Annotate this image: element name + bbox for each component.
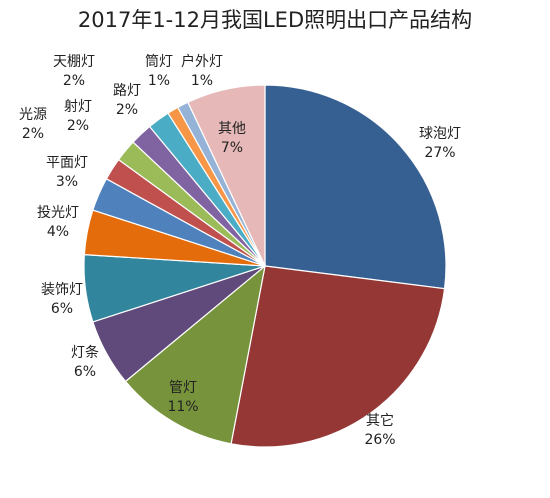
- slice-value-6: 4%: [47, 224, 69, 240]
- pie-slice-1: [264, 84, 447, 290]
- slice-value-12: 1%: [148, 73, 170, 89]
- slice-label-8: 射灯: [64, 99, 92, 115]
- slice-value-3: 11%: [167, 399, 198, 415]
- slice-label-13: 户外灯: [181, 53, 223, 70]
- pie-slices: [83, 84, 447, 448]
- slice-value-9: 2%: [22, 126, 44, 142]
- slice-value-11: 2%: [116, 102, 138, 118]
- slice-label-10: 天棚灯: [53, 54, 95, 70]
- slice-value-13: 1%: [191, 73, 213, 89]
- slice-label-14: 其他: [218, 121, 246, 137]
- pie-labels: 球泡灯 27% 其它 26% 管灯 11% 灯条 6% 装饰灯 6% 投光灯 4% 平面灯 3% 射灯 2% 光…: [19, 53, 461, 448]
- slice-label-7: 平面灯: [46, 155, 88, 171]
- slice-label-12: 筒灯: [145, 53, 173, 70]
- slice-label-3: 管灯: [169, 380, 197, 396]
- slice-label-5: 装饰灯: [41, 282, 83, 298]
- slice-label-4: 灯条: [71, 344, 99, 361]
- slice-label-11: 路灯: [113, 83, 141, 99]
- slice-value-2: 26%: [364, 432, 395, 448]
- slice-value-8: 2%: [67, 118, 89, 134]
- pie-slice-3: [124, 264, 266, 445]
- slice-value-5: 6%: [51, 301, 73, 317]
- slice-label-6: 投光灯: [37, 205, 79, 221]
- slice-value-14: 7%: [221, 140, 243, 156]
- slice-label-1: 球泡灯: [419, 126, 461, 142]
- pie-slice-14: [187, 84, 266, 267]
- slice-value-10: 2%: [63, 73, 85, 89]
- slice-value-7: 3%: [56, 174, 78, 190]
- slice-value-1: 27%: [424, 145, 455, 161]
- slice-label-9: 光源: [19, 107, 47, 123]
- pie-slice-2: [230, 265, 446, 448]
- chart-title: 2017年1-12月我国LED照明出口产品结构: [78, 8, 472, 32]
- slice-label-2: 其它: [366, 412, 394, 429]
- slice-value-4: 6%: [74, 364, 96, 380]
